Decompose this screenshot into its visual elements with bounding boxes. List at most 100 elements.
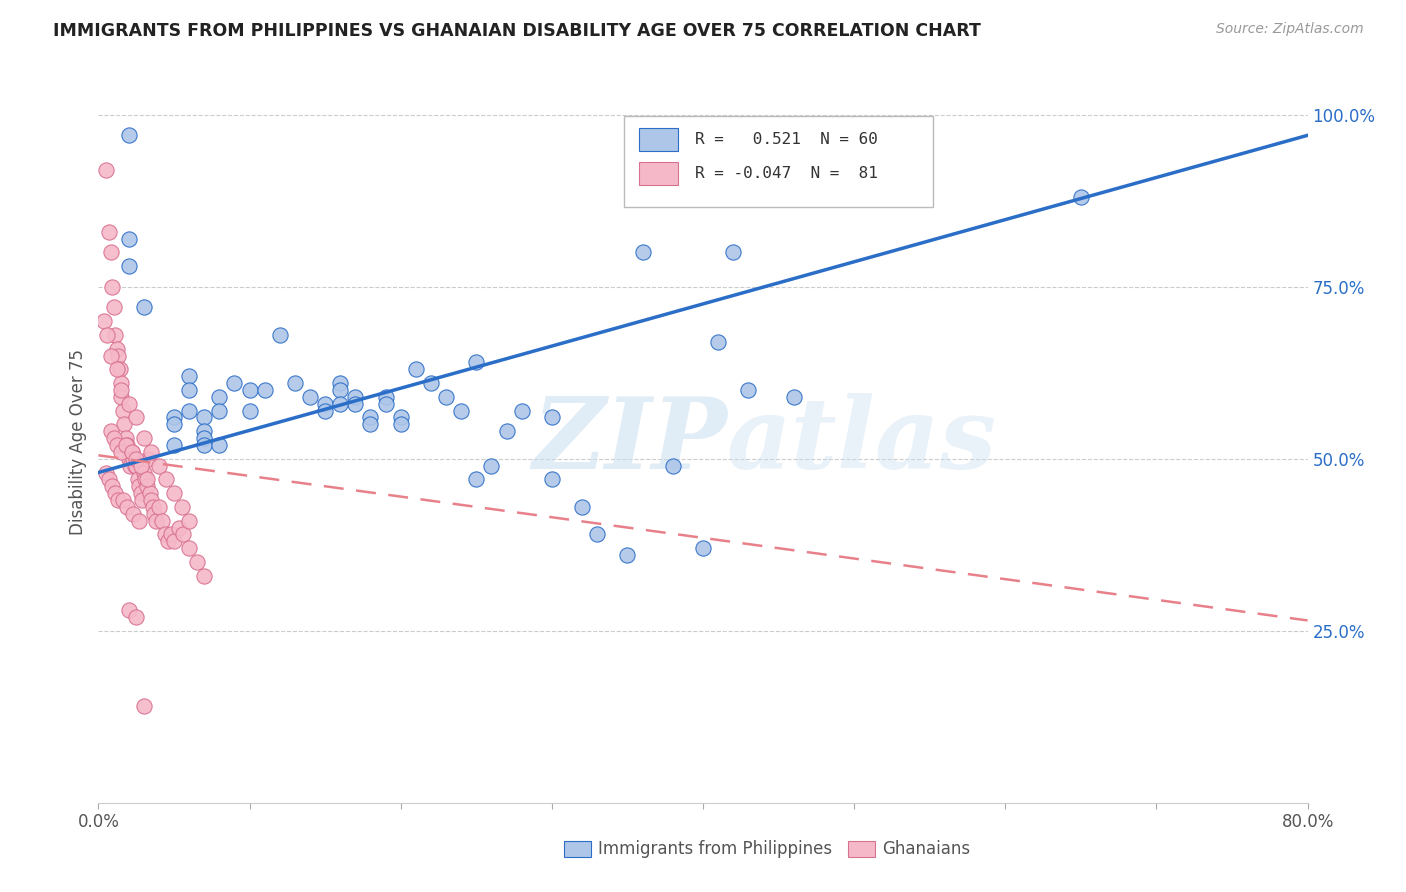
Point: [450, 403, 472, 417]
Point: [98, 225, 121, 239]
Point: [153, 527, 176, 541]
Point: [167, 520, 190, 534]
Point: [128, 514, 150, 528]
Point: [360, 410, 382, 425]
Point: [495, 424, 517, 438]
Point: [299, 390, 322, 404]
Point: [114, 431, 136, 445]
Point: [125, 410, 148, 425]
Text: IMMIGRANTS FROM PHILIPPINES VS GHANAIAN DISABILITY AGE OVER 75 CORRELATION CHART: IMMIGRANTS FROM PHILIPPINES VS GHANAIAN …: [53, 22, 981, 40]
Point: [374, 390, 396, 404]
Point: [131, 493, 153, 508]
Point: [193, 410, 215, 425]
Point: [143, 507, 166, 521]
Bar: [564, 841, 591, 857]
Point: [139, 486, 162, 500]
Point: [208, 403, 231, 417]
Point: [269, 327, 291, 342]
Point: [723, 245, 745, 260]
Point: [125, 610, 148, 624]
Point: [110, 445, 132, 459]
Point: [329, 397, 352, 411]
Point: [179, 383, 201, 397]
Point: [163, 417, 186, 432]
Point: [434, 390, 457, 404]
Point: [104, 327, 127, 342]
Point: [224, 376, 246, 390]
Point: [586, 527, 609, 541]
Point: [115, 500, 138, 514]
Text: Immigrants from Philippines: Immigrants from Philippines: [598, 840, 832, 858]
Bar: [848, 841, 875, 857]
Point: [170, 500, 193, 514]
Point: [145, 514, 167, 528]
Point: [465, 472, 488, 486]
Point: [193, 568, 215, 582]
Point: [136, 451, 159, 466]
Point: [105, 438, 128, 452]
Point: [481, 458, 503, 473]
Point: [112, 417, 135, 432]
Point: [405, 362, 427, 376]
Point: [420, 376, 443, 390]
Point: [179, 514, 201, 528]
Point: [631, 245, 654, 260]
Point: [344, 390, 367, 404]
Point: [118, 451, 141, 466]
Point: [132, 466, 155, 480]
Point: [571, 500, 593, 514]
Point: [707, 334, 730, 349]
Point: [163, 438, 186, 452]
Point: [163, 534, 186, 549]
Point: [284, 376, 307, 390]
Point: [616, 548, 638, 562]
Point: [94, 162, 117, 177]
Point: [96, 327, 118, 342]
Point: [105, 362, 128, 376]
Point: [155, 472, 177, 486]
Point: [118, 259, 141, 273]
Point: [314, 397, 336, 411]
Point: [129, 486, 152, 500]
Point: [179, 403, 201, 417]
Point: [172, 527, 194, 541]
Point: [179, 369, 201, 384]
Point: [103, 301, 125, 315]
Point: [118, 231, 141, 245]
Bar: [638, 128, 678, 151]
Point: [193, 431, 215, 445]
Point: [142, 500, 165, 514]
Point: [360, 417, 382, 432]
Point: [389, 410, 412, 425]
Point: [118, 397, 141, 411]
Point: [124, 458, 146, 473]
Point: [135, 472, 157, 486]
Point: [118, 603, 141, 617]
Text: atlas: atlas: [727, 393, 997, 490]
Point: [127, 472, 149, 486]
Point: [110, 383, 132, 397]
Point: [107, 493, 129, 508]
Bar: [638, 162, 678, 185]
Point: [253, 383, 276, 397]
Point: [141, 445, 163, 459]
Point: [737, 383, 759, 397]
Point: [661, 458, 683, 473]
Point: [110, 390, 132, 404]
Point: [141, 493, 163, 508]
Text: Source: ZipAtlas.com: Source: ZipAtlas.com: [1216, 22, 1364, 37]
Point: [540, 410, 562, 425]
Point: [107, 349, 129, 363]
Point: [93, 314, 115, 328]
Text: Ghanaians: Ghanaians: [882, 840, 970, 858]
Text: R = -0.047  N =  81: R = -0.047 N = 81: [695, 166, 877, 181]
FancyBboxPatch shape: [624, 117, 932, 207]
Point: [101, 279, 124, 293]
Point: [647, 156, 669, 170]
Point: [114, 438, 136, 452]
Y-axis label: Disability Age Over 75: Disability Age Over 75: [69, 349, 87, 534]
Point: [465, 355, 488, 369]
Point: [148, 500, 170, 514]
Point: [163, 486, 186, 500]
Point: [374, 397, 396, 411]
